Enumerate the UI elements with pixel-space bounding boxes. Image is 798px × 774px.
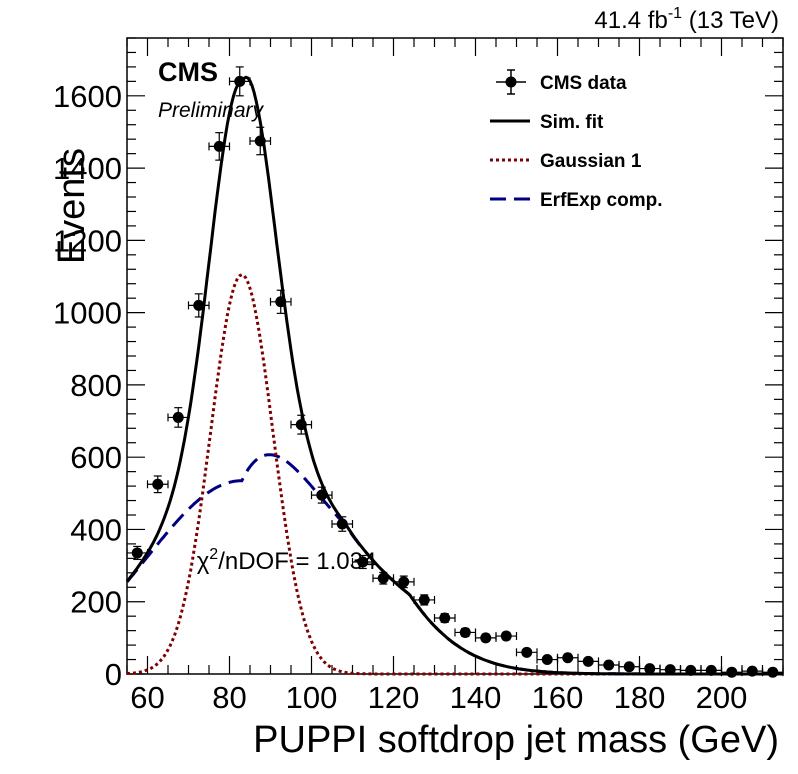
data-point xyxy=(413,594,436,606)
data-point xyxy=(638,663,661,675)
data-point xyxy=(331,516,354,532)
data-point xyxy=(720,666,743,678)
chi2-annotation: χ2/nDOF = 1.034 xyxy=(197,546,377,575)
legend-label-gauss: Gaussian 1 xyxy=(540,151,642,172)
data-point xyxy=(126,545,149,561)
y-tick-label: 1400 xyxy=(53,151,122,186)
lumi-label: 41.4 fb-1 (13 TeV) xyxy=(594,5,779,34)
data-point xyxy=(310,486,333,504)
data-point xyxy=(269,289,292,314)
y-tick-label: 800 xyxy=(70,368,122,403)
x-tick-label: 120 xyxy=(368,680,420,715)
data-point xyxy=(454,626,477,638)
data-point xyxy=(679,664,702,676)
data-point xyxy=(515,646,538,658)
x-tick-label: 200 xyxy=(696,680,748,715)
y-axis: 0 200 400 600 800 1000 1200 1400 1600 xyxy=(53,37,783,692)
x-tick-label: 160 xyxy=(532,680,584,715)
y-tick-label: 1000 xyxy=(53,296,122,331)
data-point xyxy=(228,66,251,97)
y-tick-label: 200 xyxy=(70,585,122,620)
data-point xyxy=(495,630,518,642)
data-points xyxy=(126,66,784,678)
total-fit-curve xyxy=(125,75,783,676)
data-point xyxy=(392,575,415,589)
data-point xyxy=(146,475,169,494)
legend: CMS data Sim. fit Gaussian 1 ErfExp comp… xyxy=(490,69,662,211)
legend-label-data: CMS data xyxy=(540,73,627,94)
legend-label-fit: Sim. fit xyxy=(540,112,604,133)
data-point xyxy=(290,414,313,435)
data-point xyxy=(372,571,395,585)
data-point xyxy=(433,612,456,624)
legend-item-erfexp: ErfExp comp. xyxy=(490,190,662,211)
y-tick-label: 1200 xyxy=(53,223,122,258)
x-tick-label: 140 xyxy=(450,680,502,715)
data-point xyxy=(577,655,600,667)
y-axis-title: Events xyxy=(51,148,93,264)
x-axis: 60 80 100 120 140 160 180 200 xyxy=(126,38,784,715)
data-point xyxy=(741,665,764,677)
data-point xyxy=(536,654,559,666)
data-point xyxy=(474,632,497,644)
cms-label: CMS xyxy=(158,57,218,87)
gaussian-curve xyxy=(126,273,783,676)
data-point xyxy=(761,666,784,678)
legend-label-erfexp: ErfExp comp. xyxy=(540,190,662,211)
y-tick-label: 600 xyxy=(70,440,122,475)
legend-item-data: CMS data xyxy=(496,69,627,95)
y-tick-label: 400 xyxy=(70,512,122,547)
data-point xyxy=(187,293,210,318)
fit-curves xyxy=(125,75,783,676)
data-point xyxy=(167,407,190,428)
data-point xyxy=(659,664,682,676)
x-tick-label: 180 xyxy=(614,680,666,715)
data-point xyxy=(556,652,579,664)
legend-item-fit: Sim. fit xyxy=(490,112,604,133)
x-axis-title: PUPPI softdrop jet mass (GeV) xyxy=(253,719,779,761)
y-tick-label: 0 xyxy=(105,657,122,692)
preliminary-label: Preliminary xyxy=(158,99,265,122)
data-point xyxy=(597,659,620,671)
x-tick-label: 100 xyxy=(286,680,338,715)
x-tick-label: 60 xyxy=(130,680,164,715)
y-tick-label: 1600 xyxy=(53,79,122,114)
data-point xyxy=(618,661,641,673)
legend-item-gauss: Gaussian 1 xyxy=(490,151,642,172)
x-tick-label: 80 xyxy=(212,680,246,715)
data-point xyxy=(351,554,374,570)
data-point xyxy=(208,132,231,161)
data-point xyxy=(249,126,272,156)
